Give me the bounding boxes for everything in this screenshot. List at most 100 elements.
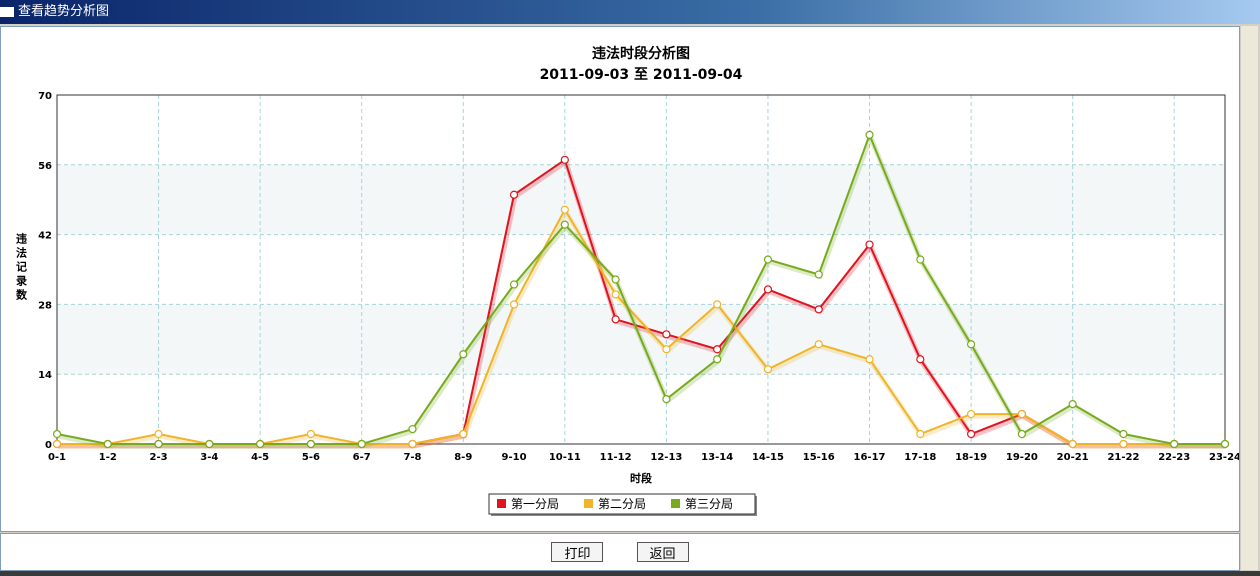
- data-point: [408, 424, 417, 434]
- y-tick-label: 0: [45, 440, 52, 451]
- scrollbar[interactable]: [1240, 26, 1258, 570]
- x-tick-label: 10-11: [549, 452, 581, 463]
- x-tick-label: 12-13: [650, 452, 682, 463]
- data-point: [1068, 439, 1077, 449]
- print-button[interactable]: 打印: [551, 542, 604, 562]
- x-tick-label: 11-12: [600, 452, 632, 463]
- data-point: [966, 429, 976, 439]
- data-point: [1220, 439, 1230, 449]
- x-tick-label: 1-2: [99, 452, 117, 463]
- x-tick-label: 20-21: [1057, 452, 1089, 463]
- data-point: [916, 429, 925, 439]
- data-point: [611, 290, 620, 299]
- data-point: [916, 355, 925, 364]
- x-tick-label: 17-18: [904, 452, 936, 463]
- data-point: [509, 300, 519, 309]
- x-tick-label: 5-6: [302, 452, 320, 463]
- x-tick-label: 0-1: [48, 452, 66, 463]
- data-point: [763, 365, 773, 374]
- data-point: [357, 439, 366, 449]
- data-point: [459, 350, 468, 359]
- y-tick-label: 70: [38, 91, 52, 102]
- x-tick-label: 21-22: [1107, 452, 1139, 463]
- x-tick-label: 18-19: [955, 452, 987, 463]
- data-point: [205, 439, 214, 449]
- y-axis-label: 违法记录数: [15, 232, 28, 303]
- data-point: [966, 340, 976, 349]
- data-point: [662, 345, 671, 354]
- x-tick-label: 22-23: [1158, 452, 1190, 463]
- data-point: [1119, 429, 1128, 439]
- data-point: [611, 315, 620, 324]
- window-title: 查看趋势分析图: [18, 4, 110, 19]
- chart-title: 违法时段分析图: [592, 45, 690, 62]
- data-point: [408, 439, 417, 449]
- data-point: [509, 280, 519, 289]
- legend-swatch: [497, 499, 506, 508]
- chart-panel: 违法时段分析图 2011-09-03 至 2011-09-04 0 14 28 42 56 7…: [0, 26, 1241, 532]
- data-point: [154, 429, 163, 439]
- data-point: [662, 395, 671, 404]
- data-point: [713, 355, 722, 364]
- data-point: [916, 255, 925, 264]
- legend-box: [488, 493, 756, 515]
- data-point: [1119, 439, 1128, 449]
- data-point: [1017, 409, 1026, 419]
- data-point: [865, 240, 874, 249]
- data-point: [52, 439, 62, 449]
- data-point: [256, 439, 265, 449]
- x-tick-label: 3-4: [200, 452, 218, 463]
- data-point: [865, 355, 874, 364]
- data-point: [966, 409, 976, 419]
- x-tick-label: 4-5: [251, 452, 269, 463]
- data-point: [662, 330, 671, 339]
- data-point: [713, 345, 722, 354]
- x-tick-label: 13-14: [701, 452, 733, 463]
- data-point: [52, 429, 62, 439]
- x-axis-label: 时段: [630, 471, 652, 485]
- x-tick-label: 2-3: [150, 452, 168, 463]
- x-tick-label: 19-20: [1006, 452, 1038, 463]
- data-point: [611, 275, 620, 284]
- data-point: [814, 340, 823, 349]
- back-button[interactable]: 返回: [636, 542, 689, 562]
- button-bar: 打印 返回: [0, 533, 1240, 571]
- window-titlebar: 查看趋势分析图: [0, 0, 1260, 24]
- data-point: [763, 285, 773, 294]
- data-point: [814, 305, 823, 314]
- legend-swatch: [671, 499, 680, 508]
- taskbar: [0, 571, 1260, 576]
- chart: 违法时段分析图 2011-09-03 至 2011-09-04 0 14 28 42 56 7…: [15, 45, 1241, 516]
- y-tick-label: 56: [38, 161, 52, 172]
- data-point: [560, 205, 569, 214]
- series-shadow: [58, 157, 1226, 449]
- legend: 第一分局 第二分局 第三分局: [488, 493, 757, 516]
- plot-border: [56, 94, 1226, 445]
- data-point: [814, 270, 823, 279]
- data-point: [763, 255, 773, 264]
- data-point: [865, 130, 874, 139]
- data-point: [306, 429, 316, 439]
- data-point: [306, 439, 316, 449]
- x-tick-label: 6-7: [353, 452, 371, 463]
- data-point: [560, 220, 569, 229]
- data-point: [1068, 400, 1077, 409]
- legend-label: 第三分局: [685, 497, 733, 511]
- data-point: [1017, 429, 1026, 439]
- x-tick-label: 14-15: [752, 452, 784, 463]
- series-line: [56, 132, 1225, 445]
- legend-label: 第二分局: [598, 497, 646, 511]
- data-point: [509, 190, 519, 199]
- legend-swatch: [584, 499, 593, 508]
- legend-label: 第一分局: [511, 497, 559, 511]
- x-tick-label: 23-24: [1209, 452, 1239, 463]
- y-tick-label: 28: [38, 300, 52, 311]
- data-point: [1170, 439, 1179, 449]
- grid-band: [57, 164, 1225, 235]
- x-tick-label: 15-16: [803, 452, 835, 463]
- x-tick-label: 7-8: [403, 452, 421, 463]
- data-point: [103, 439, 112, 449]
- data-point: [560, 155, 569, 164]
- y-tick-label: 42: [38, 231, 52, 242]
- chart-subtitle: 2011-09-03 至 2011-09-04: [540, 67, 743, 83]
